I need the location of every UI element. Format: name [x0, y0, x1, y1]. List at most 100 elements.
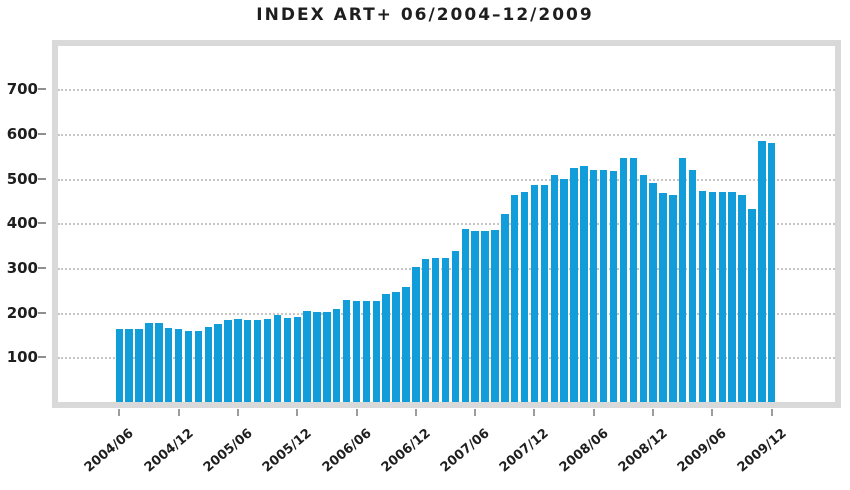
- y-tick-label-700: 700: [6, 80, 38, 99]
- bar-2004/12: [174, 328, 183, 402]
- bar-2005/01: [184, 330, 193, 402]
- bar-2006/04: [333, 308, 341, 402]
- bar-2006/08: [372, 301, 380, 402]
- y-tick-mark-200: [38, 311, 46, 314]
- x-tick-mark-2007/06: [474, 409, 477, 416]
- bar-2007/11: [520, 191, 529, 402]
- x-tick-label-2004/12: 2004/12: [141, 426, 197, 476]
- bar-2009/06: [708, 192, 717, 402]
- bar-2008/06: [590, 170, 598, 402]
- bar-2008/08: [609, 170, 618, 402]
- bar-2009/08: [728, 191, 736, 402]
- bar-2008/09: [619, 158, 628, 402]
- bar-2004/06: [115, 328, 123, 402]
- bar-2009/04: [688, 170, 697, 402]
- x-tick-mark-2004/06: [118, 409, 121, 416]
- y-tick-label-300: 300: [6, 258, 38, 277]
- bar-2007/10: [511, 194, 519, 402]
- bar-2006/10: [392, 292, 400, 402]
- x-tick-mark-2008/12: [652, 409, 655, 416]
- x-tick-label-2009/06: 2009/06: [675, 426, 731, 476]
- y-tick-mark-400: [38, 222, 46, 225]
- bar-2007/05: [461, 229, 469, 402]
- bar-2004/10: [155, 323, 163, 402]
- x-tick-mark-2005/06: [236, 409, 239, 416]
- bar-2008/10: [629, 158, 637, 402]
- bar-2006/09: [382, 294, 390, 402]
- x-tick-mark-2006/06: [355, 409, 358, 416]
- bar-2006/07: [362, 301, 371, 402]
- bar-2008/11: [639, 174, 647, 402]
- bar-2009/11: [758, 141, 766, 402]
- x-tick-label-2006/12: 2006/12: [378, 426, 434, 476]
- chart-title: INDEX ART+ 06/2004–12/2009: [256, 5, 594, 25]
- y-tick-mark-700: [38, 88, 46, 91]
- gridline-700: [58, 89, 835, 92]
- bar-2006/02: [313, 312, 321, 402]
- bar-2006/01: [303, 310, 311, 402]
- bar-2005/12: [293, 317, 301, 402]
- bar-2006/03: [323, 311, 331, 402]
- bar-2009/05: [698, 191, 707, 402]
- bar-2004/09: [145, 322, 153, 402]
- bar-2006/06: [352, 301, 361, 402]
- x-tick-mark-2009/06: [711, 409, 714, 416]
- x-tick-label-2007/06: 2007/06: [437, 426, 493, 476]
- y-tick-label-100: 100: [6, 348, 38, 367]
- bar-2005/05: [224, 319, 232, 402]
- bar-2005/02: [194, 330, 203, 402]
- bar-2005/04: [214, 324, 222, 402]
- bar-2007/04: [451, 250, 460, 402]
- x-tick-label-2005/12: 2005/12: [259, 426, 315, 476]
- bar-2009/07: [718, 192, 726, 402]
- bar-2007/01: [422, 259, 430, 402]
- bar-2005/10: [273, 314, 282, 402]
- bar-2007/06: [471, 230, 479, 402]
- gridline-400: [58, 223, 835, 226]
- plot-area: [52, 40, 841, 408]
- y-tick-mark-100: [38, 356, 46, 359]
- bar-2007/03: [441, 257, 450, 402]
- bar-2007/08: [491, 230, 499, 402]
- y-tick-mark-300: [38, 266, 46, 269]
- bar-2009/09: [738, 195, 746, 402]
- gridline-500: [58, 178, 835, 181]
- y-tick-label-400: 400: [6, 214, 38, 233]
- y-tick-mark-600: [38, 132, 46, 135]
- bar-2009/10: [748, 208, 756, 402]
- y-tick-label-600: 600: [6, 124, 38, 143]
- x-tick-mark-2005/12: [296, 409, 299, 416]
- y-tick-label-200: 200: [6, 303, 38, 322]
- x-tick-label-2007/12: 2007/12: [497, 426, 553, 476]
- bar-2005/11: [283, 317, 292, 402]
- bar-2006/12: [412, 267, 420, 402]
- bar-2004/11: [165, 328, 173, 402]
- bar-2009/02: [669, 195, 677, 402]
- bar-2004/07: [125, 329, 133, 402]
- x-tick-label-2008/06: 2008/06: [556, 426, 612, 476]
- x-tick-mark-2004/12: [177, 409, 180, 416]
- bar-2005/06: [234, 319, 242, 402]
- x-tick-mark-2007/12: [533, 409, 536, 416]
- x-tick-label-2004/06: 2004/06: [82, 426, 137, 476]
- bar-2008/12: [649, 182, 657, 402]
- x-tick-label-2006/06: 2006/06: [319, 426, 375, 476]
- bar-2008/04: [570, 168, 578, 402]
- bar-2006/05: [342, 299, 351, 402]
- bar-2008/02: [550, 174, 558, 402]
- bar-2009/03: [679, 158, 687, 402]
- bar-2007/09: [501, 213, 509, 402]
- x-tick-mark-2006/12: [414, 409, 417, 416]
- bar-2009/01: [659, 193, 667, 402]
- plot-inner: [58, 46, 835, 402]
- bar-2007/02: [431, 257, 440, 402]
- x-tick-mark-2009/12: [770, 409, 773, 416]
- bar-2005/07: [244, 319, 252, 402]
- bar-2005/08: [253, 319, 262, 402]
- bar-2005/03: [204, 326, 212, 402]
- x-tick-label-2005/06: 2005/06: [200, 426, 256, 476]
- bar-2005/09: [263, 319, 272, 402]
- bar-2007/12: [530, 185, 539, 402]
- bar-2006/11: [402, 287, 410, 402]
